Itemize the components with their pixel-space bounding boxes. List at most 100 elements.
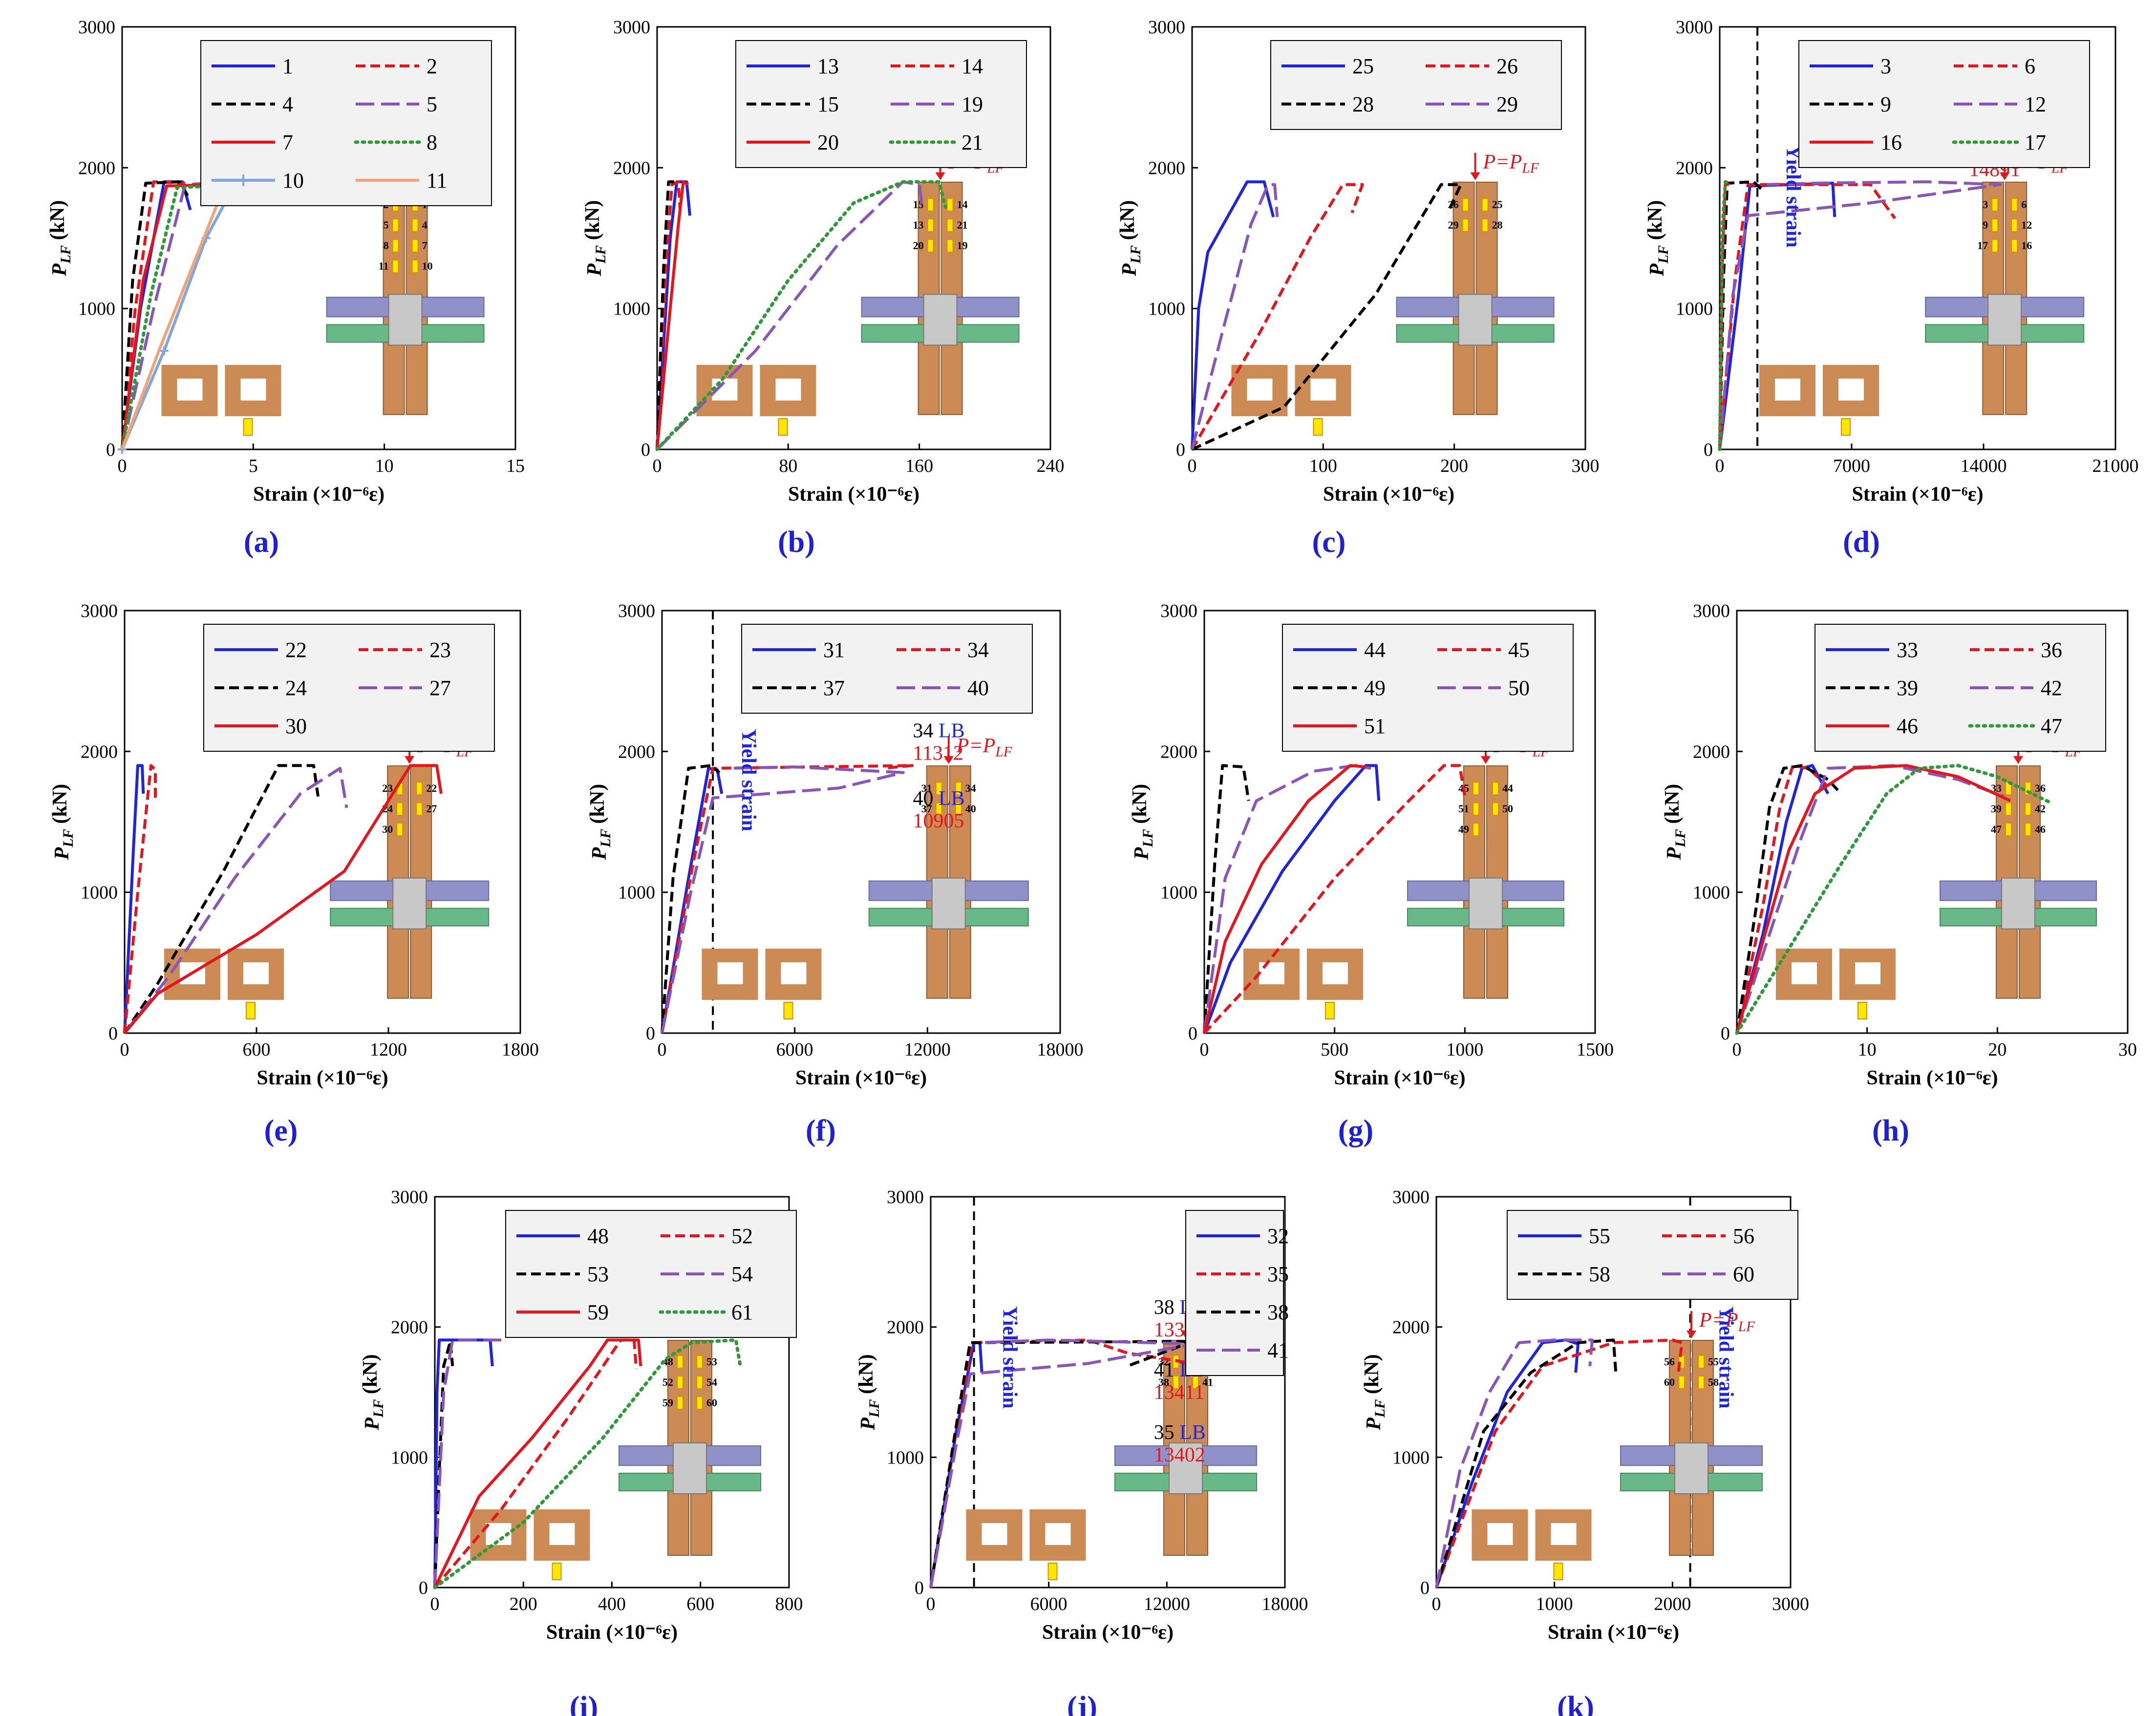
y-tick-label: 1000 [1160, 883, 1197, 903]
load-label: P=PLF [956, 735, 1013, 760]
series-line-19 [656, 180, 924, 451]
x-tick-label: 10 [1858, 1039, 1877, 1060]
gauge-label: 5 [384, 219, 389, 231]
strain-gauge [392, 239, 399, 253]
series-line-30 [123, 764, 443, 1034]
y-tick-label: 1000 [1693, 883, 1730, 903]
legend-label-56: 56 [1733, 1224, 1754, 1248]
gauge-label: 17 [1977, 239, 1988, 252]
chart-panel-d: 0 1000 2000 3000 0 7000 14000 21000 PLF (kN) Stra… [1644, 17, 2138, 559]
strain-gauge [696, 1375, 703, 1389]
legend-label-12: 12 [2025, 92, 2046, 116]
strain-gauge [1173, 1375, 1179, 1389]
load-arrow-head [405, 756, 415, 764]
y-tick-label: 2000 [1676, 158, 1713, 178]
series-line-60 [1435, 1338, 1594, 1588]
panel-label: (a) [244, 526, 279, 559]
specimen-schematic: P=PLF2322242730 [164, 735, 490, 1019]
gauge-label: 38 [1158, 1376, 1169, 1388]
strain-gauge [1698, 1375, 1705, 1389]
legend-box [1507, 1210, 1798, 1300]
section-hole [243, 962, 269, 984]
strain-gauge [935, 782, 942, 796]
x-tick-label: 80 [779, 456, 797, 476]
legend-box [1185, 1210, 1284, 1376]
x-tick-label: 300 [1572, 456, 1600, 476]
strain-gauge [1473, 782, 1479, 796]
legend-label-25: 25 [1352, 54, 1374, 78]
specimen-schematic: P=PLF 31 34 37 40 [702, 735, 1029, 1019]
x-tick-label: 2000 [1654, 1594, 1691, 1614]
strain-gauge [696, 1396, 703, 1410]
series-line-40 [661, 765, 905, 1034]
x-axis-label: Strain (×10⁻⁶ε) [546, 1621, 678, 1644]
section-gauge [1857, 1002, 1867, 1019]
lb-value: 13411 [1154, 1381, 1204, 1404]
y-tick-label: 0 [106, 440, 115, 460]
section-gauge [1553, 1563, 1563, 1580]
connection-block [1674, 1442, 1708, 1494]
strain-gauge [2025, 802, 2031, 816]
strain-gauge [955, 782, 962, 796]
legend-label-51: 51 [1364, 714, 1386, 738]
legend-label-61: 61 [731, 1300, 753, 1324]
series-line-42 [1735, 764, 2005, 1034]
gauge-label: 3 [1983, 198, 1988, 211]
legend-label-47: 47 [2041, 714, 2062, 738]
strain-gauge [1473, 823, 1479, 837]
connection-block [1987, 294, 2022, 346]
specimen-schematic: P=PLF 56 55 60 58 [1472, 1309, 1763, 1580]
legend-label-29: 29 [1496, 92, 1518, 116]
x-tick-label: 12000 [1144, 1594, 1190, 1614]
strain-gauge [2011, 198, 2018, 212]
legend-label-49: 49 [1364, 676, 1386, 700]
legend-label-17: 17 [2025, 130, 2046, 154]
panel-label: (c) [1312, 526, 1346, 559]
panel-label: (h) [1872, 1114, 1909, 1147]
strain-gauge [2025, 823, 2031, 837]
section-hole [717, 962, 743, 984]
y-axis-label: PLF (kN) [49, 784, 76, 860]
legend-label-52: 52 [731, 1224, 753, 1248]
y-tick-label: 0 [1721, 1023, 1730, 1044]
series-line-49 [1203, 764, 1250, 1034]
legend-label-10: 10 [282, 169, 304, 192]
strain-gauge [946, 239, 954, 253]
specimen-schematic: P=PLF333639424746 [1776, 735, 2097, 1019]
section-gauge [1047, 1563, 1058, 1580]
series-line-4 [121, 180, 189, 450]
gauge-label: 12 [2021, 219, 2032, 231]
gauge-label: 6 [2021, 198, 2027, 211]
strain-gauge [1481, 218, 1489, 233]
lb-value: 11312 [913, 742, 963, 765]
legend-label-22: 22 [285, 638, 307, 662]
gauge-label: 52 [662, 1376, 673, 1388]
strain-gauge [416, 782, 423, 796]
x-tick-label: 1500 [1577, 1039, 1614, 1060]
x-tick-label: 1000 [1446, 1039, 1483, 1060]
series-line-21 [655, 180, 947, 451]
y-tick-label: 3000 [1693, 601, 1730, 621]
series-line-48 [433, 1338, 494, 1588]
gauge-label: 21 [957, 219, 968, 231]
x-tick-label: 400 [598, 1594, 626, 1614]
gauge-label: 14 [957, 198, 968, 211]
connection-block [1469, 877, 1503, 930]
gauge-label: 22 [426, 782, 437, 794]
load-arrow-head [2013, 756, 2023, 764]
y-tick-label: 1000 [78, 299, 115, 319]
x-axis-label: Strain (×10⁻⁶ε) [253, 483, 384, 506]
y-tick-label: 0 [1704, 440, 1713, 460]
gauge-label: 13 [913, 219, 924, 231]
legend-label-6: 6 [2025, 54, 2035, 78]
series-line-37 [661, 764, 721, 1034]
y-tick-label: 0 [1188, 1023, 1197, 1044]
section-gauge [552, 1563, 562, 1580]
x-tick-label: 200 [1440, 456, 1468, 476]
legend-label-39: 39 [1897, 676, 1918, 700]
gauge-label: 50 [1502, 803, 1513, 815]
legend-label-46: 46 [1897, 714, 1918, 738]
y-tick-label: 2000 [1693, 741, 1730, 762]
